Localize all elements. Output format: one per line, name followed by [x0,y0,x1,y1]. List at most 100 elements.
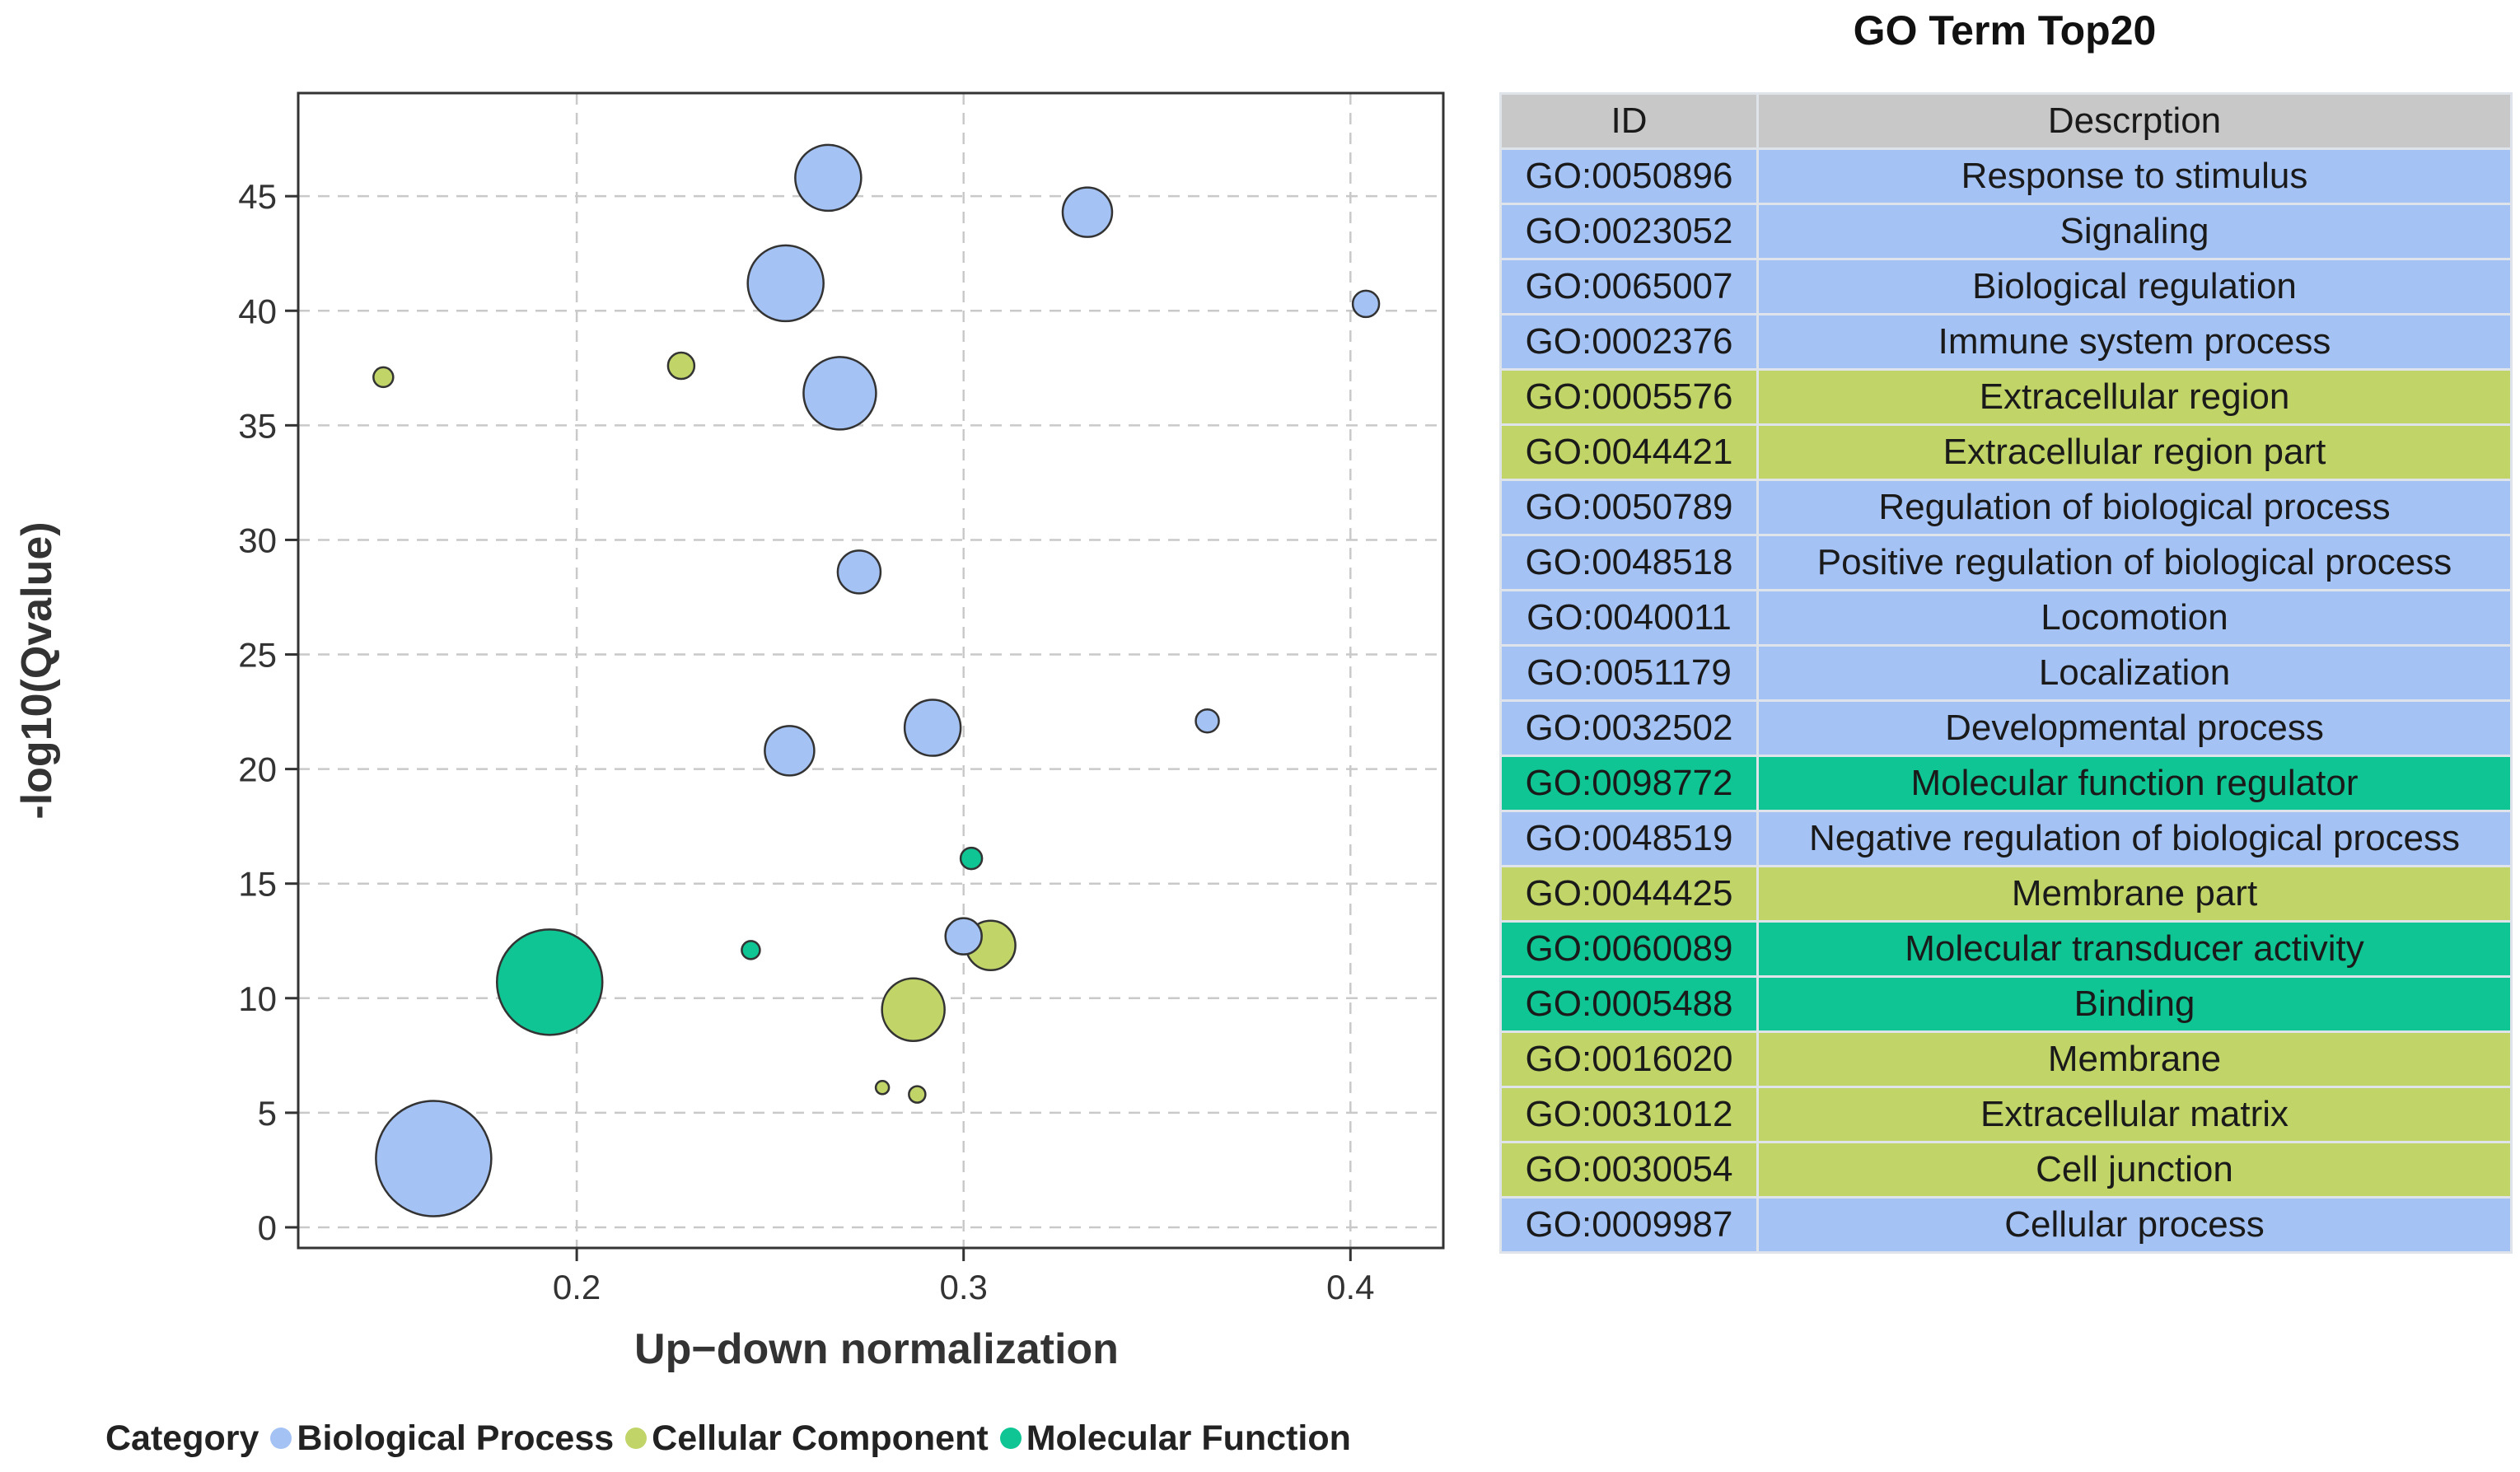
go-description-cell: Molecular transducer activity [1756,920,2513,978]
go-description-cell: Response to stimulus [1756,147,2513,205]
table-row: GO:0030054 Cell junction [1499,1141,2513,1199]
go-id-cell: GO:0044425 [1499,865,1759,923]
legend-label: Cellular Component [652,1418,989,1458]
y-tick-label: 40 [238,292,277,330]
go-id-cell: GO:0044421 [1499,423,1759,481]
table-row: GO:0048518 Positive regulation of biologi… [1499,534,2513,591]
go-term-table: ID Descrption GO:0050896 Response to stim… [1499,92,2513,1254]
table-row: GO:0044425 Membrane part [1499,865,2513,923]
go-description-cell: Regulation of biological process [1756,479,2513,536]
go-description-cell: Extracellular matrix [1756,1086,2513,1143]
table-row: GO:0048519 Negative regulation of biologi… [1499,810,2513,867]
table-row: GO:0009987 Cellular process [1499,1196,2513,1254]
go-id-cell: GO:0065007 [1499,258,1759,315]
table-title: GO Term Top20 [1853,7,2157,54]
go-id-cell: GO:0002376 [1499,313,1759,371]
y-tick-label: 45 [238,177,277,216]
table-row: GO:0005576 Extracellular region [1499,368,2513,426]
table-row: GO:0050789 Regulation of biological proce… [1499,479,2513,536]
legend: Category Biological Process Cellular Com… [105,1415,1351,1461]
y-tick-label: 15 [238,865,277,904]
table-row: GO:0032502 Developmental process [1499,699,2513,757]
go-description-cell: Membrane part [1756,865,2513,923]
data-point [375,1100,493,1217]
data-points [372,143,1381,1217]
go-description-cell: Immune system process [1756,313,2513,371]
legend-dot-icon [625,1428,648,1449]
legend-dot-icon [999,1428,1022,1449]
go-id-cell: GO:0060089 [1499,920,1759,978]
go-description-cell: Cell junction [1756,1141,2513,1199]
go-description-cell: Molecular function regulator [1756,755,2513,812]
legend-item-molecular-function: Molecular Function [999,1418,1351,1459]
go-id-cell: GO:0030054 [1499,1141,1759,1199]
y-tick-label: 0 [258,1208,277,1247]
go-description-cell: Positive regulation of biological proces… [1756,534,2513,591]
data-point [746,244,825,323]
go-description-cell: Locomotion [1756,589,2513,647]
go-description-cell: Binding [1756,975,2513,1033]
data-point [874,1080,891,1096]
y-tick-label: 35 [238,406,277,445]
data-point [794,143,863,213]
header-description: Descrption [1756,92,2513,150]
table-row: GO:0002376 Immune system process [1499,313,2513,371]
y-tick-label: 10 [238,979,277,1018]
x-axis-title: Up−down normalization [634,1325,1119,1373]
go-id-cell: GO:0040011 [1499,589,1759,647]
go-id-cell: GO:0009987 [1499,1196,1759,1254]
go-description-cell: Developmental process [1756,699,2513,757]
grid [298,93,1443,1248]
table-header-row: ID Descrption [1499,92,2513,150]
data-point [495,928,604,1036]
legend-dot-icon [270,1428,292,1449]
data-point [959,846,984,871]
table-row: GO:0065007 Biological regulation [1499,258,2513,315]
data-point [881,977,946,1042]
header-id: ID [1499,92,1759,150]
y-tick-label: 30 [238,521,277,559]
go-description-cell: Biological regulation [1756,258,2513,315]
legend-item-cellular-component: Cellular Component [625,1418,989,1459]
data-point [666,351,696,381]
go-id-cell: GO:0005488 [1499,975,1759,1033]
go-description-cell: Signaling [1756,203,2513,260]
y-tick-label: 25 [238,636,277,675]
table-row: GO:0060089 Molecular transducer activity [1499,920,2513,978]
axes: 0 5 10 15 20 25 30 35 40 45 0.2 0.3 0.4 [238,177,1374,1306]
x-tick-label: 0.4 [1326,1268,1374,1306]
data-point [944,917,983,956]
table-row: GO:0098772 Molecular function regulator [1499,755,2513,812]
legend-title: Category [105,1418,259,1458]
data-point [1351,289,1381,319]
table-row: GO:0016020 Membrane [1499,1030,2513,1088]
data-point [1195,708,1220,734]
table-row: GO:0031012 Extracellular matrix [1499,1086,2513,1143]
data-point [372,366,395,389]
go-id-cell: GO:0048519 [1499,810,1759,867]
legend-label: Molecular Function [1026,1418,1351,1458]
table-row: GO:0044421 Extracellular region part [1499,423,2513,481]
table-body: GO:0050896 Response to stimulus GO:0023052… [1499,147,2513,1254]
table-row: GO:0005488 Binding [1499,975,2513,1033]
legend-item-biological-process: Biological Process [270,1418,614,1459]
y-tick-label: 5 [258,1094,277,1133]
plot-area [298,93,1443,1248]
table-row: GO:0050896 Response to stimulus [1499,147,2513,205]
bubble-chart: 0 5 10 15 20 25 30 35 40 45 0.2 0.3 0.4 Up−down norm… [13,91,1445,1373]
data-point [802,356,877,431]
data-point [836,549,882,595]
data-point [1061,186,1114,238]
table-row: GO:0023052 Signaling [1499,203,2513,260]
go-id-cell: GO:0048518 [1499,534,1759,591]
plot-frame [297,91,1445,1250]
go-id-cell: GO:0032502 [1499,699,1759,757]
go-id-cell: GO:0050896 [1499,147,1759,205]
y-axis-title: -log10(Qvalue) [13,521,61,819]
table-row: GO:0040011 Locomotion [1499,589,2513,647]
go-description-cell: Extracellular region [1756,368,2513,426]
table-row: GO:0051179 Localization [1499,644,2513,702]
go-description-cell: Extracellular region part [1756,423,2513,481]
x-tick-label: 0.3 [940,1268,988,1306]
data-point [741,940,761,960]
